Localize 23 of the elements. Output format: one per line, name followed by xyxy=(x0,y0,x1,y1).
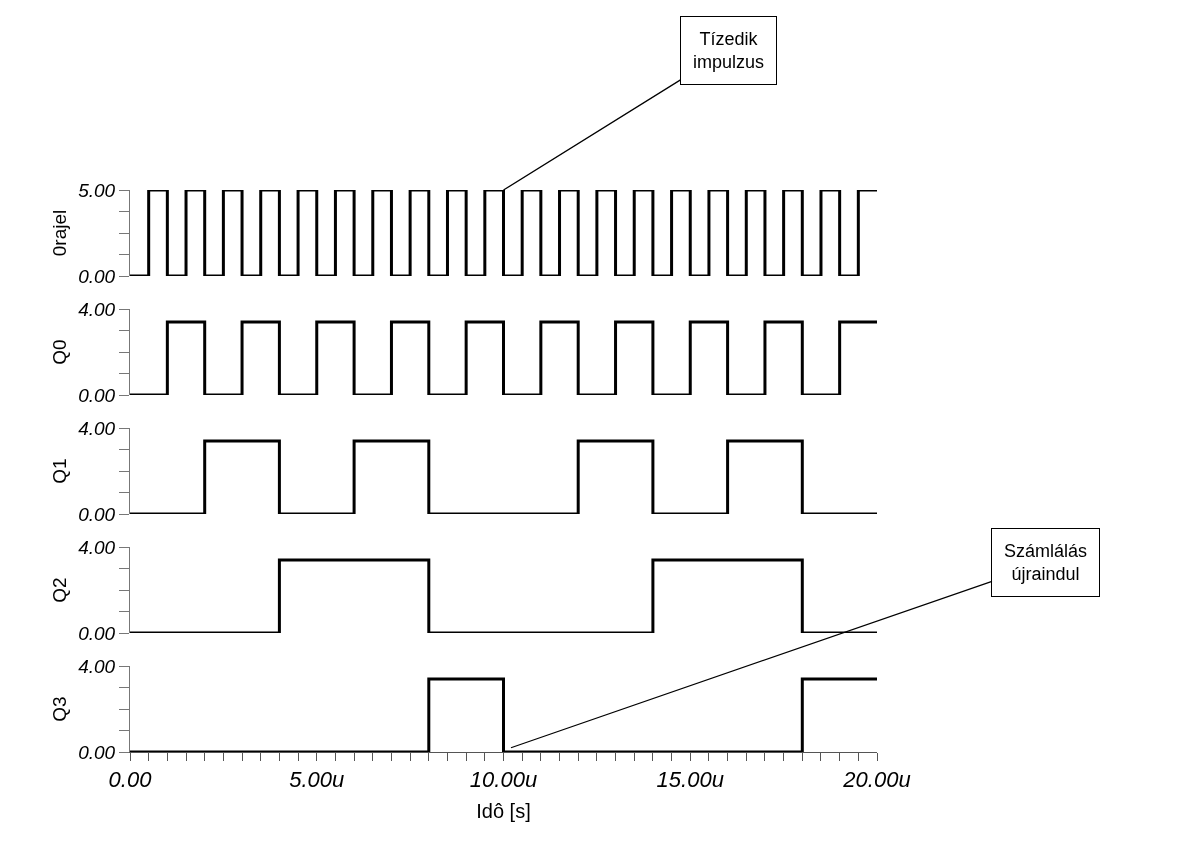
x-tick-label: 0.00 xyxy=(108,767,153,793)
y-tick-label: 0.00 xyxy=(78,384,116,406)
x-tick-label: 10.00u xyxy=(469,767,538,793)
y-axis-title: 0rajel xyxy=(49,209,71,257)
x-tick-label: 20.00u xyxy=(842,767,911,793)
x-axis-title: Idô [s] xyxy=(476,799,531,822)
x-tick-label: 15.00u xyxy=(656,767,724,793)
y-tick-label: 5.00 xyxy=(78,179,116,201)
y-axis-title: Q1 xyxy=(49,458,71,484)
y-tick-label: 0.00 xyxy=(78,622,116,644)
y-tick-label: 4.00 xyxy=(78,536,116,558)
x-tick-label: 5.00u xyxy=(289,767,345,793)
y-tick-label: 0.00 xyxy=(78,265,116,287)
annotation: Számlálás újraindul xyxy=(1004,541,1088,585)
y-tick-label: 4.00 xyxy=(78,655,116,677)
y-tick-label: 4.00 xyxy=(78,417,116,439)
annotation: Tízedik impulzus xyxy=(693,29,765,73)
y-axis-title: Q0 xyxy=(49,339,71,365)
y-tick-label: 0.00 xyxy=(78,503,116,525)
y-axis-title: Q3 xyxy=(49,696,71,722)
y-tick-label: 0.00 xyxy=(78,741,116,763)
y-axis-title: Q2 xyxy=(49,577,71,603)
y-tick-label: 4.00 xyxy=(78,298,116,320)
